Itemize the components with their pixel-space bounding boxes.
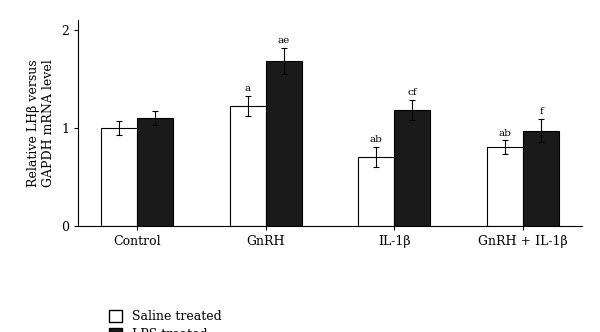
Text: cf: cf: [407, 88, 417, 97]
Bar: [266, 61, 302, 226]
Bar: [394, 110, 430, 226]
Bar: [523, 131, 559, 226]
Bar: [487, 147, 523, 226]
Bar: [101, 128, 137, 226]
Bar: [230, 106, 266, 226]
Text: ab: ab: [370, 135, 383, 144]
Text: ae: ae: [278, 37, 290, 45]
Text: f: f: [539, 107, 543, 116]
Bar: [137, 118, 173, 226]
Bar: [358, 157, 394, 226]
Text: a: a: [245, 84, 251, 93]
Text: ab: ab: [499, 128, 511, 137]
Y-axis label: Relative LHβ versus
GAPDH mRNA level: Relative LHβ versus GAPDH mRNA level: [28, 59, 55, 187]
Legend: Saline treated, LPS treated: Saline treated, LPS treated: [109, 310, 222, 332]
